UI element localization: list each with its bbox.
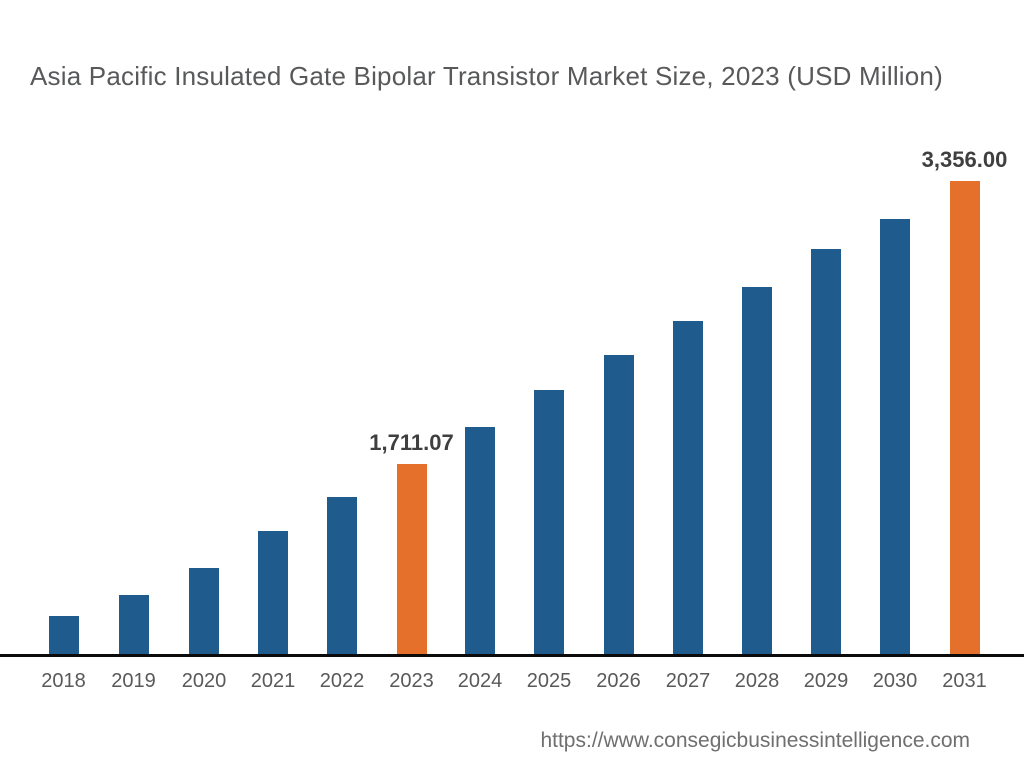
bar-2020 xyxy=(189,568,219,656)
bar-2019 xyxy=(118,595,149,656)
x-tick-2024: 2024 xyxy=(457,670,503,692)
bar-2026 xyxy=(603,355,634,656)
bar-2018 xyxy=(48,616,79,656)
chart-title: Asia Pacific Insulated Gate Bipolar Tran… xyxy=(30,61,943,91)
x-tick-2026: 2026 xyxy=(596,670,641,692)
value-label-2023: 1,711.07 xyxy=(369,430,454,455)
bar-2031 xyxy=(949,181,980,656)
x-axis-line xyxy=(0,654,1024,657)
bar-2025 xyxy=(534,390,564,656)
x-tick-2030: 2030 xyxy=(872,670,918,692)
x-tick-2022: 2022 xyxy=(319,670,365,692)
bar-2021 xyxy=(258,531,288,656)
x-tick-2020: 2020 xyxy=(181,670,227,692)
bar-2022 xyxy=(327,497,357,656)
bar-2028 xyxy=(742,287,772,656)
bar-2023 xyxy=(396,464,427,656)
x-tick-2031: 2031 xyxy=(942,670,987,692)
value-label-2031: 3,356.00 xyxy=(921,147,1008,172)
bar-2024 xyxy=(465,427,495,656)
bar-2029 xyxy=(811,249,841,656)
x-tick-2023: 2023 xyxy=(389,670,434,692)
x-tick-2028: 2028 xyxy=(734,670,780,692)
bar-2030 xyxy=(880,219,910,656)
x-tick-2025: 2025 xyxy=(526,670,572,692)
x-tick-2021: 2021 xyxy=(250,670,296,692)
x-tick-2019: 2019 xyxy=(111,670,156,692)
x-tick-2027: 2027 xyxy=(665,670,711,692)
bar-2027 xyxy=(673,321,703,656)
source-url: https://www.consegicbusinessintelligence… xyxy=(540,729,970,752)
x-tick-2029: 2029 xyxy=(803,670,849,692)
x-tick-2018: 2018 xyxy=(41,670,86,692)
